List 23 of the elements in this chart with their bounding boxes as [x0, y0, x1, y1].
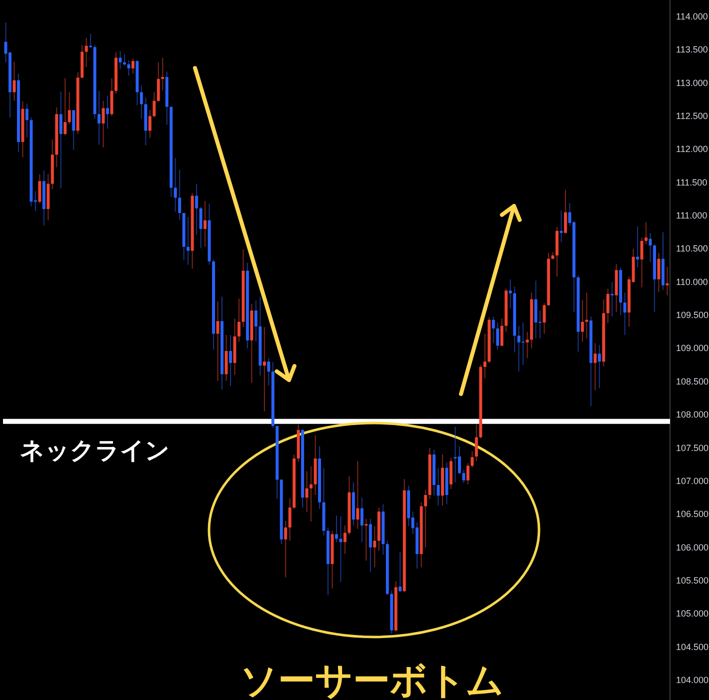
y-tick-label: 106.000	[676, 542, 709, 552]
y-tick-label: 114.000	[676, 11, 708, 22]
y-tick-label: 108.000	[676, 410, 709, 420]
y-tick-label: 104.000	[676, 674, 709, 685]
y-tick-label: 113.500	[676, 44, 708, 55]
y-tick-label: 109.500	[676, 310, 709, 320]
y-tick-label: 105.000	[676, 608, 709, 619]
y-tick-label: 109.000	[676, 343, 709, 354]
y-tick-label: 108.500	[676, 376, 709, 386]
y-tick-label: 107.500	[676, 442, 709, 453]
y-tick-label: 111.000	[676, 210, 708, 221]
annotation: ソーサーボトム	[240, 659, 504, 700]
y-tick-label: 112.500	[676, 110, 708, 121]
y-tick-label: 112.000	[676, 144, 708, 154]
y-tick-label: 104.500	[676, 642, 709, 652]
y-tick-label: 107.000	[676, 476, 709, 486]
y-tick-label: 110.000	[676, 276, 708, 287]
y-tick-label: 105.500	[676, 575, 709, 586]
y-tick-label: 110.500	[676, 244, 708, 254]
y-tick-label: 106.500	[676, 509, 709, 520]
y-tick-label: 111.500	[676, 177, 708, 188]
y-tick-label: 113.000	[676, 78, 708, 88]
ref-line-label: ネックライン	[20, 436, 170, 464]
